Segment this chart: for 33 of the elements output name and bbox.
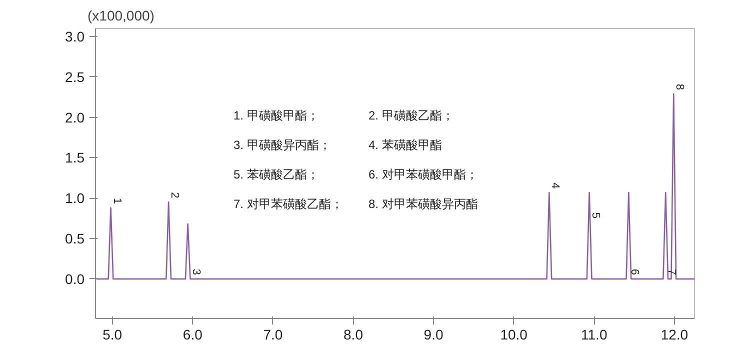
x-tick-label: 8.0	[344, 326, 364, 342]
annotation: 2. 甲磺酸乙酯；	[368, 108, 454, 122]
annotation: 2	[168, 192, 181, 198]
annotation: 6. 对甲苯磺酸甲酯；	[368, 168, 478, 182]
x-tick-label: 9.0	[424, 326, 444, 342]
y-tick-label: 2.0	[65, 109, 85, 126]
annotation: 3. 甲磺酸异丙酯；	[234, 138, 331, 152]
annotation: 7	[666, 268, 678, 276]
x-tick-label: 7.0	[263, 326, 283, 342]
annotation: 1	[110, 198, 123, 204]
y-tick-label: 2.5	[65, 68, 85, 85]
x-tick-label: 5.0	[102, 326, 122, 342]
line-series	[96, 93, 694, 280]
x-tick-label: 6.0	[182, 326, 203, 342]
annotation: 3	[190, 268, 202, 276]
annotation: 1. 甲磺酸甲酯；	[234, 108, 319, 122]
annotation: 7. 对甲苯磺酸乙酯；	[234, 197, 343, 211]
annotation: 4	[549, 182, 562, 189]
y-tick-label: 3.0	[65, 28, 85, 45]
x-tick-label: 10.0	[500, 326, 528, 342]
x-tick-label: 11.0	[581, 326, 608, 342]
y-tick-label: 1.5	[65, 150, 85, 166]
annotation: 8. 对甲苯磺酸异丙酯	[368, 197, 478, 211]
x-tick-label: 12.0	[660, 326, 688, 342]
y-axis-title: (x100,000)	[88, 8, 154, 24]
annotation: 5. 苯磺酸乙酯；	[234, 168, 319, 182]
annotation: 4. 苯磺酸甲酯	[368, 138, 442, 152]
annotation: 5	[589, 212, 602, 218]
annotation: 6	[628, 268, 641, 276]
y-tick-label: 1.0	[65, 190, 85, 206]
y-tick-label: 0.5	[65, 230, 85, 247]
y-tick-label: 0.0	[65, 270, 85, 287]
annotation: 8	[674, 84, 686, 90]
